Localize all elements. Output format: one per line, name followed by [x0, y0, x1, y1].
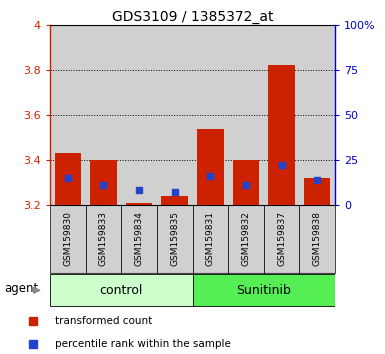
Bar	[197, 129, 224, 205]
Bar	[233, 160, 259, 205]
Bar	[228, 25, 264, 205]
Bar	[192, 25, 228, 205]
Text: GSM159832: GSM159832	[241, 211, 250, 267]
Text: transformed count: transformed count	[55, 316, 152, 326]
Bar	[300, 25, 335, 205]
Text: control: control	[100, 284, 143, 297]
Bar	[50, 205, 85, 273]
Bar	[157, 25, 192, 205]
Bar	[126, 203, 152, 205]
Text: GSM159838: GSM159838	[313, 211, 321, 267]
Text: percentile rank within the sample: percentile rank within the sample	[55, 339, 231, 349]
Text: GSM159830: GSM159830	[64, 211, 72, 267]
Bar	[50, 25, 85, 205]
Bar	[121, 205, 157, 273]
Bar	[85, 205, 121, 273]
Bar	[161, 196, 188, 205]
Bar	[50, 274, 192, 306]
Bar	[85, 25, 121, 205]
Text: Sunitinib: Sunitinib	[236, 284, 291, 297]
Text: GSM159833: GSM159833	[99, 211, 108, 267]
Text: GSM159831: GSM159831	[206, 211, 215, 267]
Bar	[157, 205, 192, 273]
Bar	[268, 65, 295, 205]
Text: agent: agent	[4, 282, 38, 295]
Bar	[264, 205, 300, 273]
Title: GDS3109 / 1385372_at: GDS3109 / 1385372_at	[112, 10, 273, 24]
Bar	[264, 25, 300, 205]
Bar	[121, 25, 157, 205]
Text: GSM159834: GSM159834	[135, 211, 144, 267]
Bar	[228, 205, 264, 273]
Bar	[304, 178, 330, 205]
Bar	[90, 160, 117, 205]
Text: GSM159837: GSM159837	[277, 211, 286, 267]
Bar	[300, 205, 335, 273]
Bar	[192, 205, 228, 273]
Bar	[192, 274, 335, 306]
Bar	[55, 153, 81, 205]
Text: GSM159835: GSM159835	[170, 211, 179, 267]
